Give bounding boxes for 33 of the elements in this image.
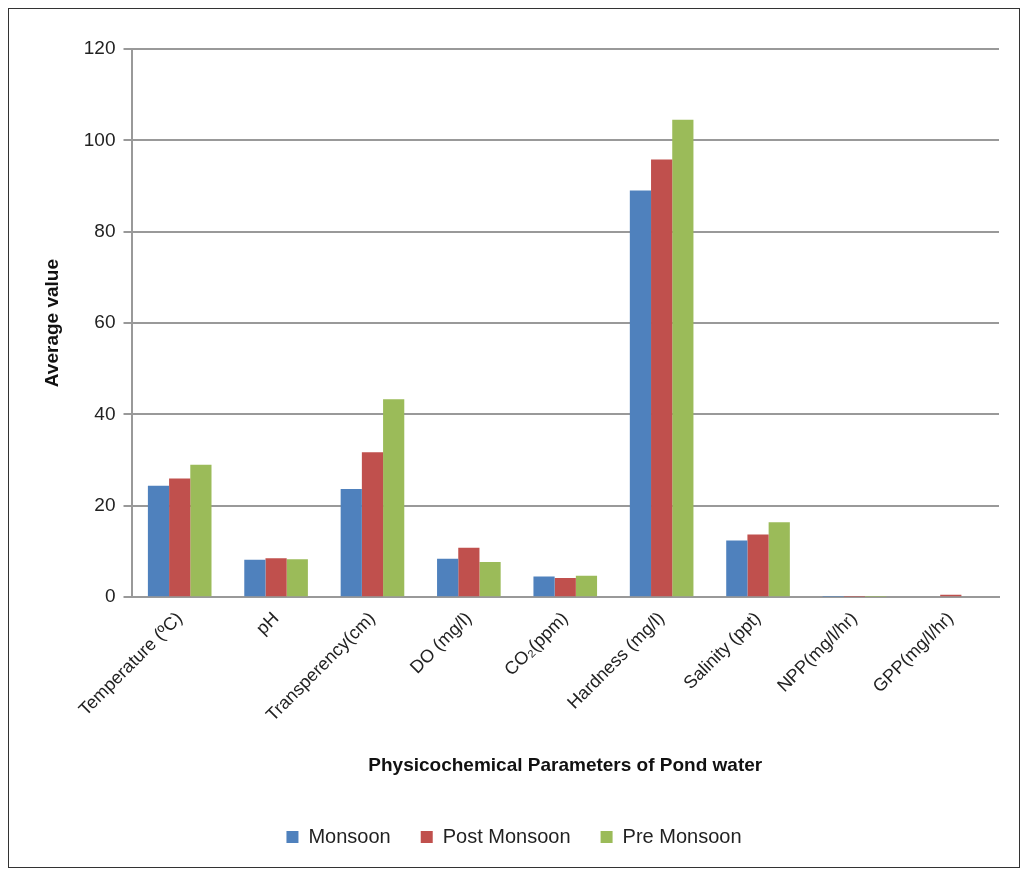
bar: [726, 540, 748, 597]
legend-label: Monsoon: [308, 824, 391, 847]
bar: [768, 522, 790, 597]
bar: [286, 559, 308, 597]
bar: [147, 485, 170, 597]
bar: [437, 558, 459, 597]
bar: [575, 575, 598, 597]
bar: [533, 576, 555, 597]
x-axis-title: Physicochemical Parameters of Pond water: [368, 753, 763, 775]
y-axis-title: Average value: [40, 258, 62, 388]
bar: [651, 159, 673, 597]
bar: [244, 559, 266, 597]
y-tick-label: 40: [94, 402, 116, 424]
bar: [340, 488, 362, 597]
bar: [458, 547, 480, 597]
legend-label: Pre Monsoon: [622, 824, 742, 847]
bar: [169, 478, 191, 597]
bar: [265, 558, 287, 597]
bar: [629, 190, 652, 597]
bar: [554, 577, 576, 597]
bar: [383, 399, 405, 597]
y-tick-label: 100: [83, 128, 116, 150]
bar: [479, 561, 501, 597]
bar: [672, 119, 694, 597]
bar: [747, 534, 769, 597]
y-tick-label: 80: [94, 219, 116, 241]
y-tick-label: 120: [83, 37, 116, 59]
y-tick-label: 20: [94, 494, 116, 516]
y-tick-label: 0: [104, 585, 116, 607]
legend-label: Post Monsoon: [442, 824, 571, 847]
bar: [190, 464, 212, 597]
bar: [361, 452, 384, 597]
y-tick-label: 60: [94, 311, 116, 333]
